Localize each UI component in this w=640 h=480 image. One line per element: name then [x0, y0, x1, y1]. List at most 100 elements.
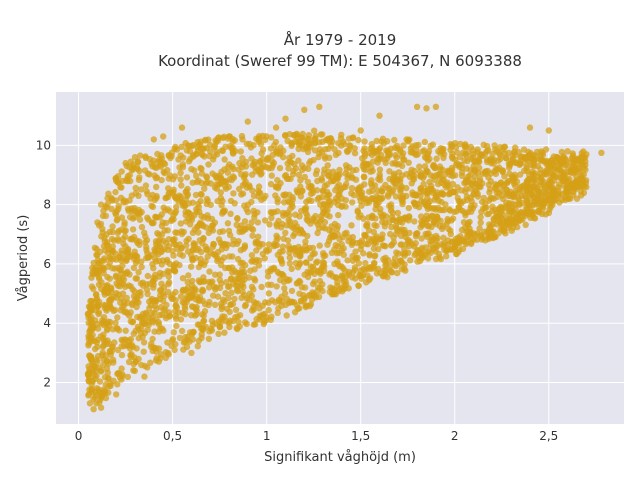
scatter-point	[192, 191, 200, 199]
scatter-point	[144, 364, 151, 371]
scatter-point	[115, 203, 122, 210]
scatter-point	[502, 204, 509, 212]
scatter-point	[365, 214, 372, 221]
y-tick-label: 6	[43, 257, 51, 271]
scatter-point	[97, 404, 105, 411]
scatter-point	[101, 234, 108, 242]
scatter-point	[493, 189, 500, 196]
scatter-point	[283, 312, 290, 319]
scatter-point	[225, 227, 233, 235]
scatter-point	[467, 229, 474, 237]
scatter-point	[115, 291, 122, 298]
scatter-point	[279, 243, 287, 250]
scatter-point	[102, 247, 109, 254]
scatter-point	[552, 172, 559, 179]
scatter-point	[426, 178, 433, 186]
scatter-point	[565, 195, 572, 203]
scatter-point	[307, 190, 315, 198]
scatter-point	[471, 166, 478, 173]
scatter-point	[199, 287, 207, 294]
scatter-point	[466, 218, 473, 226]
scatter-point	[462, 141, 469, 148]
scatter-point	[135, 355, 142, 363]
scatter-point	[538, 210, 546, 218]
scatter-point	[458, 165, 466, 172]
scatter-point	[376, 173, 383, 181]
scatter-point	[290, 132, 298, 139]
scatter-point	[132, 259, 140, 266]
scatter-point	[393, 224, 400, 232]
scatter-point	[358, 202, 365, 209]
scatter-point	[151, 164, 159, 171]
scatter-point	[248, 225, 255, 232]
scatter-point	[224, 241, 232, 248]
scatter-point	[523, 184, 530, 191]
scatter-point	[270, 242, 278, 250]
scatter-point	[109, 196, 116, 203]
scatter-point	[222, 290, 229, 297]
scatter-point	[134, 313, 141, 321]
scatter-point	[386, 202, 393, 210]
scatter-point	[360, 215, 367, 222]
scatter-point	[279, 260, 286, 267]
scatter-point	[536, 197, 543, 204]
scatter-point	[251, 266, 258, 273]
scatter-point	[133, 303, 140, 311]
scatter-point	[454, 194, 461, 202]
scatter-point	[576, 168, 583, 175]
scatter-point	[146, 315, 153, 322]
scatter-point	[183, 188, 190, 195]
scatter-point	[412, 200, 419, 207]
scatter-point	[229, 147, 237, 154]
scatter-point	[164, 246, 171, 253]
scatter-point	[433, 155, 440, 162]
scatter-point	[178, 124, 186, 131]
scatter-point	[506, 200, 513, 207]
scatter-point	[229, 173, 237, 180]
scatter-point	[286, 260, 293, 267]
scatter-point	[399, 162, 406, 170]
scatter-point	[136, 216, 144, 223]
scatter-point	[107, 382, 114, 390]
scatter-point	[499, 192, 506, 199]
scatter-point	[87, 325, 94, 332]
scatter-point	[114, 381, 121, 388]
scatter-point	[373, 201, 381, 208]
scatter-point	[575, 155, 582, 162]
scatter-point	[304, 135, 311, 142]
scatter-point	[152, 175, 160, 182]
scatter-point	[201, 301, 209, 308]
scatter-point	[564, 189, 571, 196]
scatter-point	[515, 148, 522, 156]
scatter-point	[301, 296, 308, 303]
scatter-point	[248, 252, 256, 259]
scatter-point	[429, 245, 437, 252]
scatter-point	[202, 137, 209, 144]
scatter-point	[255, 233, 262, 240]
scatter-point	[199, 151, 206, 158]
scatter-point	[315, 153, 322, 161]
scatter-point	[178, 327, 186, 335]
scatter-point	[441, 206, 448, 214]
scatter-point	[274, 234, 281, 242]
scatter-point	[272, 299, 279, 306]
scatter-point	[212, 320, 219, 327]
scatter-point	[474, 146, 481, 153]
scatter-point	[125, 358, 133, 366]
scatter-point	[389, 241, 396, 248]
scatter-point	[515, 212, 522, 219]
scatter-point	[334, 258, 341, 265]
scatter-point	[268, 172, 275, 179]
scatter-point	[491, 142, 498, 149]
scatter-point	[90, 259, 97, 267]
scatter-point	[165, 351, 172, 358]
scatter-point	[183, 174, 191, 181]
scatter-point	[489, 157, 496, 164]
scatter-point	[100, 269, 107, 277]
scatter-point	[123, 257, 130, 264]
scatter-point	[368, 182, 376, 190]
scatter-point	[246, 182, 253, 189]
scatter-point	[320, 250, 327, 257]
scatter-point	[295, 171, 303, 178]
scatter-point	[93, 295, 101, 302]
